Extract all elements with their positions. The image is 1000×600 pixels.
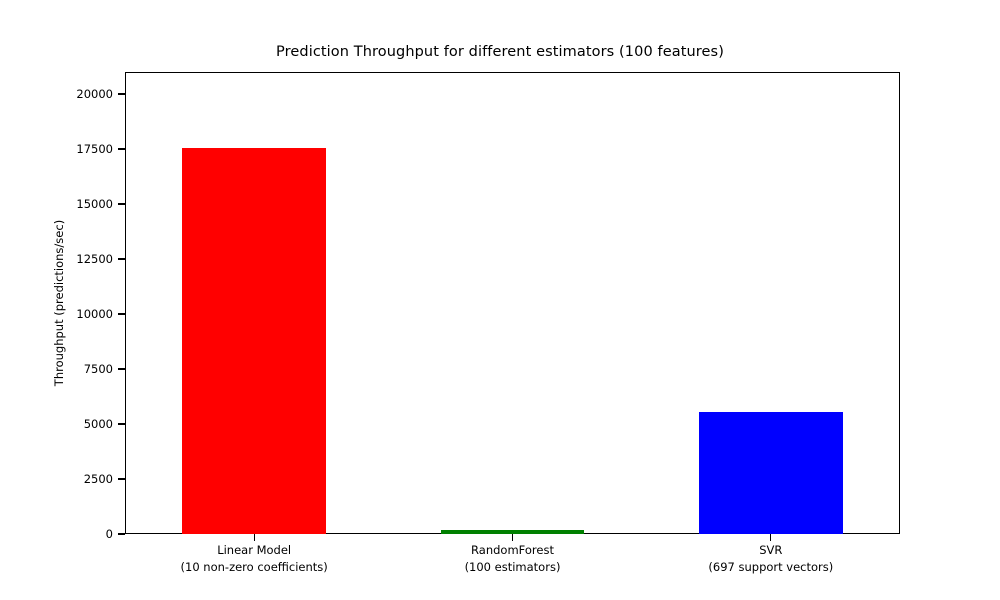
y-tick-label: 17500 <box>76 142 113 156</box>
y-tick-label: 5000 <box>83 417 113 431</box>
y-tick-mark <box>118 203 125 205</box>
y-tick-mark <box>118 93 125 95</box>
x-tick-label: SVR (697 support vectors) <box>708 543 834 574</box>
y-tick-mark <box>118 368 125 370</box>
y-tick-label: 10000 <box>76 307 113 321</box>
bar-1 <box>440 530 585 534</box>
y-tick-label: 20000 <box>76 87 113 101</box>
y-tick-mark <box>118 478 125 480</box>
bar-0 <box>182 147 326 534</box>
y-tick-label: 15000 <box>76 197 113 211</box>
x-tick-label: RandomForest (100 estimators) <box>464 543 561 574</box>
chart-title: Prediction Throughput for different esti… <box>276 44 724 60</box>
x-tick-mark <box>770 534 772 541</box>
x-tick-label: Linear Model (10 non-zero coefficients) <box>180 543 328 574</box>
y-tick-mark <box>118 533 125 535</box>
x-tick-mark <box>253 534 255 541</box>
y-tick-label: 0 <box>105 527 113 541</box>
y-tick-mark <box>118 313 125 315</box>
y-tick-mark <box>118 258 125 260</box>
bars-layer <box>125 72 900 534</box>
y-tick-mark <box>118 148 125 150</box>
y-tick-label: 2500 <box>83 472 113 486</box>
x-tick-mark <box>511 534 514 541</box>
y-tick-mark <box>118 423 125 425</box>
y-tick-label: 12500 <box>76 252 113 266</box>
y-tick-label: 7500 <box>83 362 113 376</box>
bar-2 <box>699 411 843 534</box>
